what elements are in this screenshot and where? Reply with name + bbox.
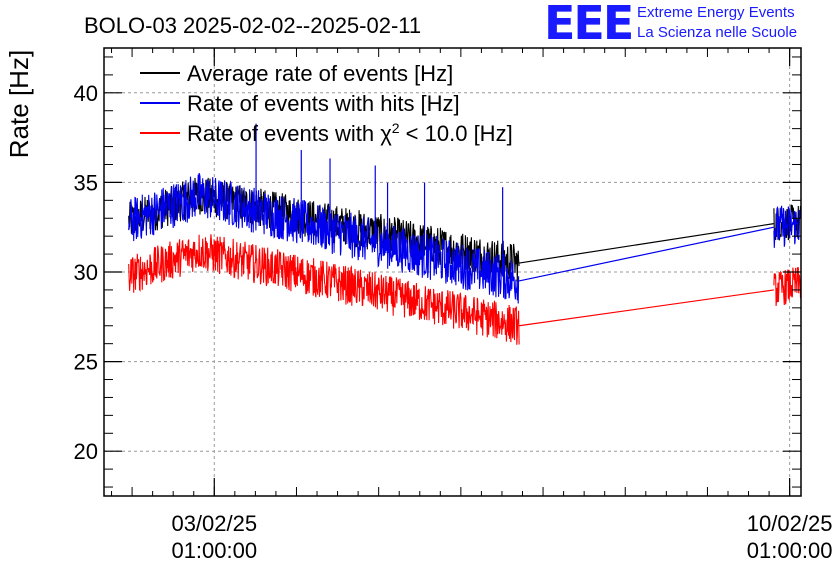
y-tick-label: 30 [74, 260, 98, 285]
legend-entry-1: Average rate of events [Hz] [140, 61, 453, 86]
x-tick-label-time: 01:00:00 [171, 538, 257, 563]
chart-title: BOLO-03 2025-02-02--2025-02-11 [84, 13, 421, 38]
series-2-segment-1 [128, 172, 520, 304]
y-tick-label: 35 [74, 170, 98, 195]
legend-entry-2: Rate of events with hits [Hz] [140, 91, 460, 116]
y-tick-label: 20 [74, 439, 98, 464]
legend-label: Rate of events with hits [Hz] [187, 91, 460, 116]
series-3-segment-1 [128, 234, 520, 345]
brand-line-2: La Scienza nelle Scuole [637, 24, 798, 41]
x-tick-label-date: 10/02/25 [747, 511, 833, 536]
brand-line-1: Extreme Energy Events [637, 4, 795, 21]
series-1-gap-connector [518, 223, 774, 264]
series-2-segment-2 [773, 205, 802, 248]
axis-ticks: 202530354003/02/2501:00:0010/02/2501:00:… [74, 48, 833, 563]
series-3 [128, 234, 802, 345]
series-3-segment-2 [773, 267, 802, 307]
series-3-gap-connector [518, 289, 774, 327]
eee-logo: EEE [544, 0, 634, 50]
series-2 [128, 123, 802, 304]
legend-label: Rate of events with χ2 < 10.0 [Hz] [187, 120, 513, 146]
legend-entry-3: Rate of events with χ2 < 10.0 [Hz] [140, 120, 513, 146]
y-tick-label: 25 [74, 350, 98, 375]
x-tick-label-time: 01:00:00 [747, 538, 833, 563]
legend-label: Average rate of events [Hz] [187, 61, 453, 86]
y-tick-label: 40 [74, 81, 98, 106]
series-2-gap-connector [518, 226, 775, 282]
y-axis-label: Rate [Hz] [4, 50, 34, 158]
series-layer [128, 123, 802, 345]
x-tick-label-date: 03/02/25 [171, 511, 257, 536]
legend: Average rate of events [Hz] Rate of event… [140, 61, 513, 146]
